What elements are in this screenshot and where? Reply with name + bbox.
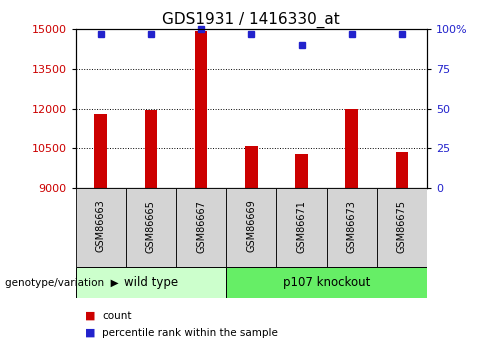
Text: p107 knockout: p107 knockout (283, 276, 370, 289)
Text: genotype/variation  ▶: genotype/variation ▶ (5, 278, 119, 288)
Bar (276, 188, 326, 267)
Text: GSM86673: GSM86673 (346, 200, 357, 253)
Text: GSM86665: GSM86665 (146, 200, 156, 253)
Bar (176, 188, 226, 267)
Text: GSM86663: GSM86663 (96, 200, 106, 253)
Bar (226, 188, 276, 267)
Bar (126, 188, 176, 267)
Title: GDS1931 / 1416330_at: GDS1931 / 1416330_at (163, 12, 340, 28)
Bar (95, 114, 107, 188)
Bar (226, 267, 427, 298)
Text: ■: ■ (85, 311, 96, 321)
Text: GSM86671: GSM86671 (297, 200, 306, 253)
Text: GSM86675: GSM86675 (397, 200, 407, 253)
Text: ■: ■ (85, 328, 96, 338)
Bar (195, 31, 207, 188)
Bar (377, 188, 427, 267)
Text: count: count (102, 311, 132, 321)
Text: GSM86669: GSM86669 (246, 200, 256, 253)
Bar (144, 110, 157, 188)
Text: wild type: wild type (124, 276, 178, 289)
Bar (245, 146, 258, 188)
Bar (346, 109, 358, 188)
Bar (295, 154, 308, 188)
Bar (76, 267, 226, 298)
Text: percentile rank within the sample: percentile rank within the sample (102, 328, 278, 338)
Bar (396, 151, 408, 188)
Text: GSM86667: GSM86667 (196, 200, 206, 253)
Bar (76, 188, 126, 267)
Bar (326, 188, 377, 267)
